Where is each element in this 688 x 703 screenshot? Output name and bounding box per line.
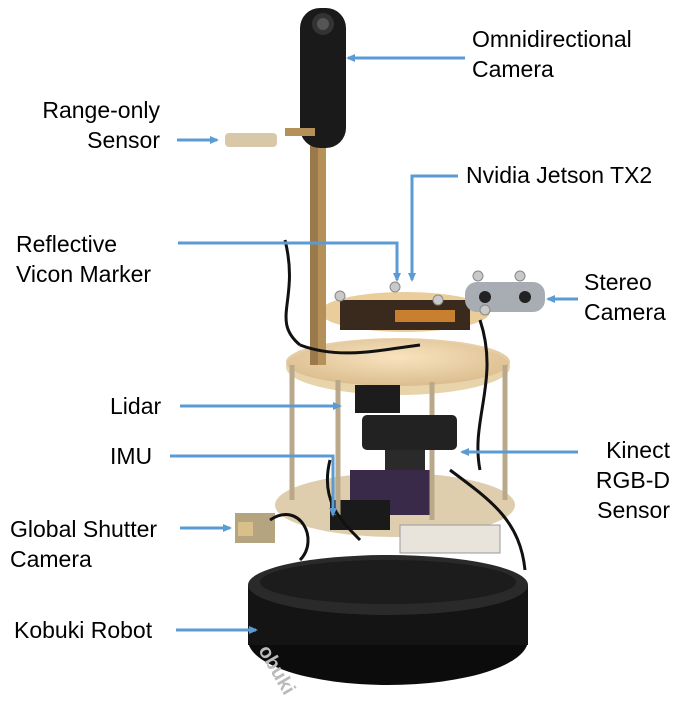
range-only-sensor	[225, 128, 315, 147]
label-stereo-camera: Stereo Camera	[584, 269, 666, 325]
mast	[310, 115, 326, 365]
arrow-imu	[170, 454, 337, 517]
kinect-sensor	[362, 415, 457, 470]
arrow-jetson	[408, 174, 458, 282]
label-range-only-sensor: Range-only Sensor	[42, 97, 160, 153]
label-lidar: Lidar	[110, 393, 162, 419]
label-global-shutter-camera: Global Shutter Camera	[10, 516, 158, 572]
label-kinect-rgbd-sensor: Kinect RGB-D Sensor	[595, 437, 670, 523]
label-imu: IMU	[110, 443, 153, 469]
top-plate	[320, 292, 490, 332]
label-reflective-vicon-marker: Reflective Vicon Marker	[16, 231, 152, 287]
kobuki-base: obuki	[248, 555, 528, 699]
label-omnidirectional-camera: Omnidirectional Camera	[472, 26, 632, 82]
global-shutter-camera	[235, 513, 275, 543]
arrow-vicon	[178, 241, 401, 282]
stereo-camera	[465, 282, 545, 312]
label-nvidia-jetson: Nvidia Jetson TX2	[466, 162, 653, 188]
standoff-rods	[289, 365, 508, 520]
lidar	[355, 385, 400, 413]
omnidirectional-camera	[300, 8, 346, 148]
annotation-arrows	[170, 54, 578, 634]
lower-plate	[275, 470, 515, 554]
vicon-markers	[334, 270, 526, 316]
label-kobuki-robot: Kobuki Robot	[14, 617, 153, 643]
